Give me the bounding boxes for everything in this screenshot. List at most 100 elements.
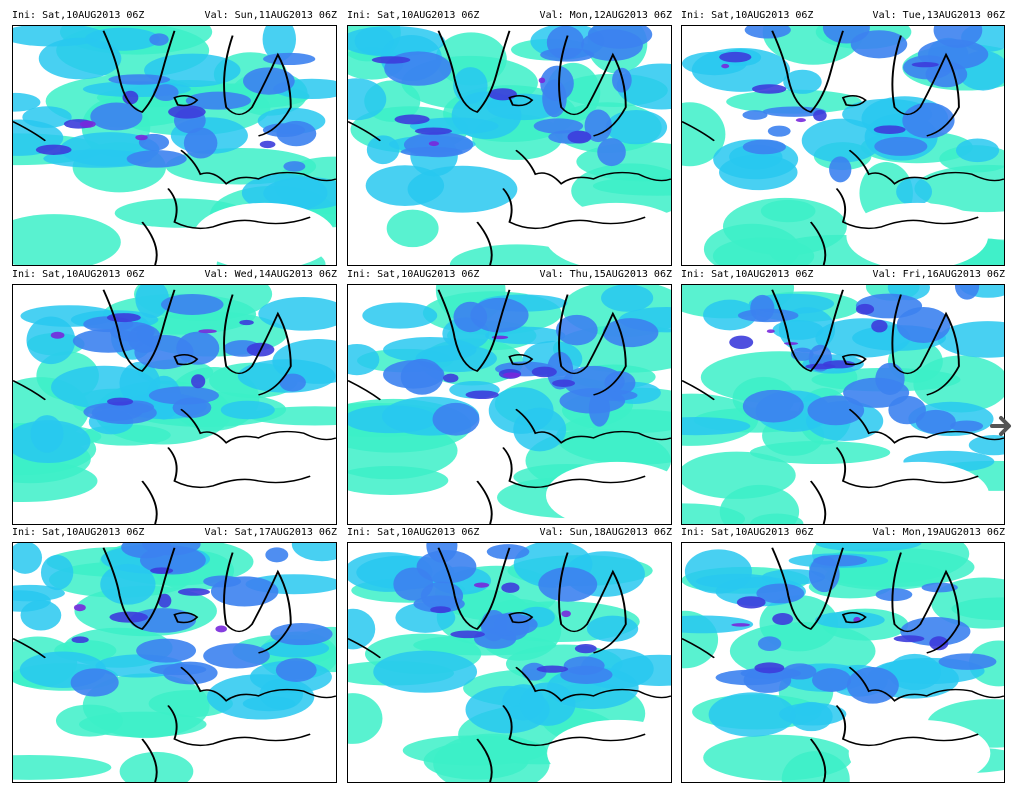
precip-very-heavy — [450, 630, 485, 639]
map-canvas — [348, 285, 671, 524]
coastline-med — [167, 188, 311, 230]
precip-map — [12, 284, 337, 525]
coastline-greenland — [437, 30, 511, 113]
coastline-greenland — [771, 30, 844, 113]
coastline-scandinavia — [223, 294, 292, 396]
precip-moderate — [220, 400, 275, 420]
coastline-canada — [682, 638, 715, 659]
precip-very-heavy — [501, 582, 520, 593]
forecast-panel-8: Ini: Sat,10AUG2013 06Z Val: Sun,18AUG201… — [347, 525, 672, 783]
coastline-med — [835, 705, 979, 747]
precip-heavy — [383, 360, 445, 389]
precip-map — [681, 284, 1005, 525]
coastline-canada — [682, 380, 715, 401]
precip-heavy — [737, 308, 799, 323]
precip-very-heavy — [552, 379, 576, 387]
coastline-scandinavia — [223, 552, 292, 654]
precip-heavy — [72, 329, 144, 353]
precip-heavy — [559, 388, 626, 414]
coastline-iceland — [173, 95, 199, 107]
coastline-greenland — [771, 289, 844, 372]
valid-time-label: Val: Mon,12AUG2013 06Z — [539, 10, 672, 21]
coastline-europe — [848, 666, 1004, 702]
precip-heavy — [426, 543, 458, 563]
precip-heavy — [902, 102, 955, 139]
precip-heavy — [742, 139, 786, 155]
valid-time-label: Val: Thu,15AUG2013 06Z — [539, 269, 672, 280]
coastline-africa — [141, 738, 158, 782]
coastline-canada — [348, 638, 381, 659]
precip-moderate — [38, 37, 122, 80]
coastline-greenland — [102, 30, 176, 113]
map-canvas — [682, 543, 1004, 782]
precip-very-heavy — [574, 643, 597, 654]
coastline-scandinavia — [891, 552, 960, 654]
coastline-scandinavia — [223, 35, 292, 137]
precip-light — [914, 164, 1004, 213]
precip-heavy — [183, 127, 218, 159]
precip-very-heavy — [719, 51, 752, 63]
precip-light — [13, 460, 98, 503]
precip-heavy — [185, 91, 252, 110]
precip-heavy — [126, 150, 187, 168]
precip-moderate — [708, 692, 796, 737]
precip-heavy — [453, 301, 488, 333]
precip-very-heavy — [259, 140, 276, 149]
coastline-africa — [476, 221, 493, 265]
coastline-med — [167, 705, 311, 747]
precip-moderate — [258, 297, 336, 331]
precip-heavy — [203, 643, 270, 669]
coastline-scandinavia — [558, 35, 627, 137]
precip-heavy — [262, 123, 306, 138]
next-arrow-button[interactable] — [990, 411, 1014, 441]
precip-light — [55, 704, 123, 737]
precip-heavy — [829, 156, 852, 183]
precip-heavy — [161, 293, 224, 315]
precip-very-heavy — [536, 665, 569, 673]
coastline-europe — [515, 666, 671, 702]
map-canvas — [348, 543, 671, 782]
precip-light — [348, 693, 383, 744]
precip-light — [386, 209, 439, 248]
coastline-canada — [13, 121, 46, 142]
panel-header: Ini: Sat,10AUG2013 06Z Val: Tue,13AUG201… — [681, 8, 1005, 24]
precip-moderate — [682, 417, 751, 436]
precip-moderate — [362, 302, 438, 329]
coastline-med — [835, 188, 979, 230]
init-time-label: Ini: Sat,10AUG2013 06Z — [681, 10, 814, 21]
precip-extreme — [198, 329, 217, 334]
precip-heavy — [756, 583, 805, 604]
precip-very-heavy — [443, 373, 459, 383]
panel-header: Ini: Sat,10AUG2013 06Z Val: Wed,14AUG201… — [12, 267, 337, 283]
init-time-label: Ini: Sat,10AUG2013 06Z — [347, 527, 480, 538]
panel-header: Ini: Sat,10AUG2013 06Z Val: Fri,16AUG201… — [681, 267, 1005, 283]
precip-very-heavy — [531, 366, 557, 378]
init-time-label: Ini: Sat,10AUG2013 06Z — [347, 10, 480, 21]
coastline-africa — [141, 480, 158, 524]
forecast-panel-2: Ini: Sat,10AUG2013 06Z Val: Mon,12AUG201… — [347, 8, 672, 266]
coastline-europe — [180, 408, 336, 444]
precip-map — [347, 284, 672, 525]
init-time-label: Ini: Sat,10AUG2013 06Z — [347, 269, 480, 280]
precip-heavy — [742, 389, 804, 423]
precip-map — [681, 542, 1005, 783]
precip-heavy — [243, 67, 295, 95]
precip-very-heavy — [488, 88, 517, 101]
coastline-canada — [13, 638, 46, 659]
precip-very-heavy — [177, 588, 210, 596]
forecast-panel-9: Ini: Sat,10AUG2013 06Z Val: Mon,19AUG201… — [681, 525, 1005, 783]
precip-moderate — [407, 165, 518, 213]
precip-heavy — [555, 314, 598, 346]
precip-very-heavy — [754, 662, 785, 674]
coastline-europe — [180, 149, 336, 185]
coastline-scandinavia — [558, 552, 627, 654]
coastline-iceland — [173, 612, 199, 624]
dry-area — [847, 461, 990, 524]
coastline-europe — [848, 149, 1004, 185]
dry-area — [544, 202, 671, 265]
precip-moderate — [605, 109, 668, 145]
init-time-label: Ini: Sat,10AUG2013 06Z — [12, 527, 145, 538]
precip-heavy — [70, 668, 119, 697]
coastline-africa — [141, 221, 158, 265]
coastline-med — [502, 188, 646, 230]
